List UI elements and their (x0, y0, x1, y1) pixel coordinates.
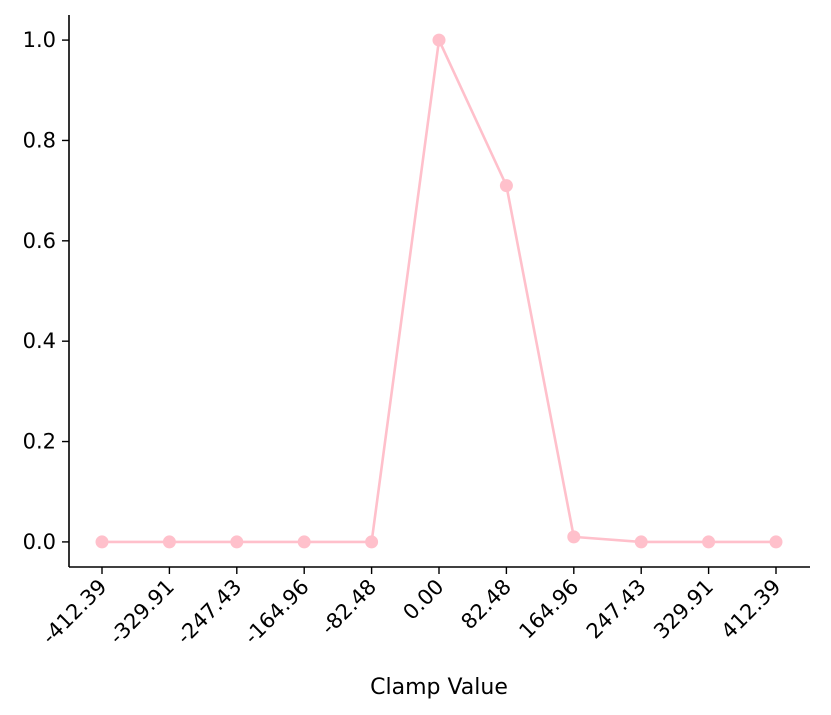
y-tick-label: 0.4 (23, 329, 56, 353)
x-tick-label: 82.48 (456, 575, 515, 634)
x-tick-label: 329.91 (649, 575, 718, 644)
x-tick-label: 164.96 (514, 575, 583, 644)
data-point (230, 535, 244, 549)
x-tick-label: 412.39 (717, 575, 786, 644)
data-point (634, 535, 648, 549)
x-tick-label: -82.48 (316, 575, 381, 640)
x-tick-label: -329.91 (105, 575, 179, 649)
y-tick-label: 0.0 (23, 530, 56, 554)
data-point (297, 535, 311, 549)
data-point (499, 179, 513, 193)
x-tick-label: -247.43 (172, 575, 246, 649)
x-tick-label: -164.96 (239, 575, 313, 649)
data-point (365, 535, 379, 549)
y-tick-label: 0.2 (23, 430, 56, 454)
y-tick-label: 1.0 (23, 28, 56, 52)
data-point (769, 535, 783, 549)
data-point (432, 33, 446, 47)
x-tick-label: -412.39 (37, 575, 111, 649)
data-point (162, 535, 176, 549)
x-tick-label: 0.00 (398, 575, 448, 625)
y-ticks: 0.0 0.2 0.4 0.6 0.8 1.0 (23, 28, 69, 554)
y-tick-label: 0.8 (23, 128, 56, 152)
series-layer (95, 33, 783, 549)
axes (68, 15, 810, 568)
series-line (102, 38, 776, 544)
x-ticks: -412.39-329.91-247.43-164.96 -82.48 0.00 82… (37, 567, 786, 649)
data-point (702, 535, 716, 549)
x-axis-label: Clamp Value (370, 675, 508, 700)
x-tick-label: 247.43 (582, 575, 651, 644)
data-point (95, 535, 109, 549)
y-tick-label: 0.6 (23, 229, 56, 253)
data-point (567, 530, 581, 544)
